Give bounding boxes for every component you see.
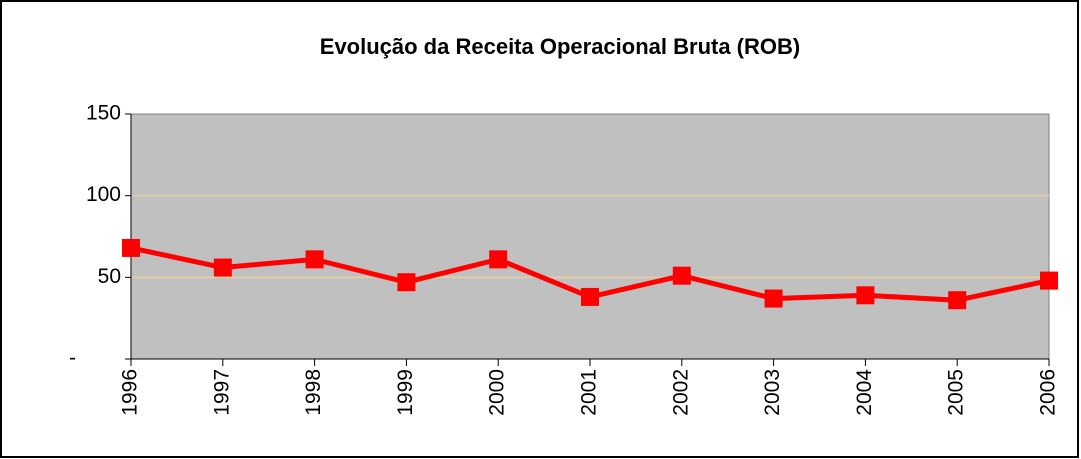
plot-area [130,113,1050,360]
data-point [764,289,783,308]
data-point [581,287,599,306]
x-tick-label: 2000 [486,369,509,416]
chart-title: Evolução da Receita Operacional Bruta (R… [320,34,800,59]
x-tick-label: 2001 [578,369,601,416]
data-point [948,291,967,310]
data-point [213,258,232,277]
x-tick-label: 2005 [945,369,968,416]
x-tick-label: 2004 [853,369,876,416]
x-tick-label: 1997 [210,369,233,416]
data-point [489,250,508,269]
data-point [397,273,416,292]
x-tick-label: 2002 [669,369,692,416]
y-tick-label: 150 [86,102,121,125]
x-tick-label: 2006 [1037,369,1060,416]
x-tick-label: 1999 [394,369,417,416]
y-tick-label: - [69,347,76,370]
data-point [1040,271,1058,290]
data-point [856,286,875,305]
data-point [305,250,324,269]
y-tick-label: 100 [86,183,121,206]
y-tick-label: 50 [98,265,121,288]
data-point [672,266,691,285]
data-point [122,238,140,257]
x-tick-label: 1998 [302,369,325,416]
x-tick-label: 1996 [119,369,142,416]
x-tick-label: 2003 [761,369,784,416]
